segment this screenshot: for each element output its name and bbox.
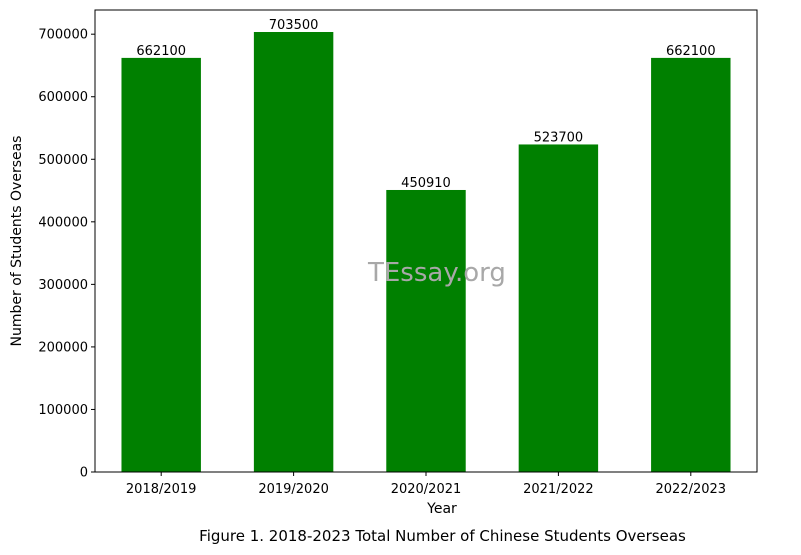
- x-tick-label: 2020/2021: [391, 482, 462, 497]
- y-tick-label: 300000: [38, 278, 88, 293]
- x-tick-label: 2019/2020: [258, 482, 329, 497]
- y-tick-label: 0: [80, 466, 88, 481]
- y-tick-label: 500000: [38, 153, 88, 168]
- y-tick-label: 200000: [38, 340, 88, 355]
- data-label: 703500: [269, 18, 319, 33]
- bar-2022-2023: [651, 57, 731, 472]
- y-tick-label: 100000: [38, 403, 88, 418]
- data-label: 450910: [401, 176, 451, 191]
- bar-2019-2020: [253, 32, 334, 472]
- x-tick-label: 2018/2019: [126, 482, 197, 497]
- plot-frame: [94, 9, 758, 473]
- data-label: 662100: [136, 44, 186, 59]
- y-axis: 0 100000 200000 300000 400000 500000 600000 700…: [38, 28, 95, 481]
- y-tick-label: 700000: [38, 28, 88, 43]
- x-axis: 2018/2019 2019/2020 2020/2021 2021/2022 2022…: [126, 472, 726, 497]
- x-tick-label: 2021/2022: [523, 482, 594, 497]
- bar-2018-2019: [121, 57, 201, 472]
- y-axis-label: Number of Students Overseas: [9, 136, 25, 347]
- data-label: 662100: [666, 44, 716, 59]
- bars-group: [121, 32, 731, 472]
- watermark-text: TEssay.org: [368, 258, 506, 288]
- y-tick-label: 600000: [38, 90, 88, 105]
- x-tick-label: 2022/2023: [656, 482, 727, 497]
- x-axis-label: Year: [426, 501, 457, 517]
- y-tick-label: 400000: [38, 215, 88, 230]
- data-label: 523700: [534, 130, 584, 145]
- bar-2021-2022: [518, 144, 599, 472]
- bar-2020-2021: [386, 189, 466, 472]
- data-labels-group: 662100 703500 450910 523700 662100: [136, 18, 715, 191]
- figure-caption: Figure 1. 2018-2023 Total Number of Chin…: [199, 527, 686, 545]
